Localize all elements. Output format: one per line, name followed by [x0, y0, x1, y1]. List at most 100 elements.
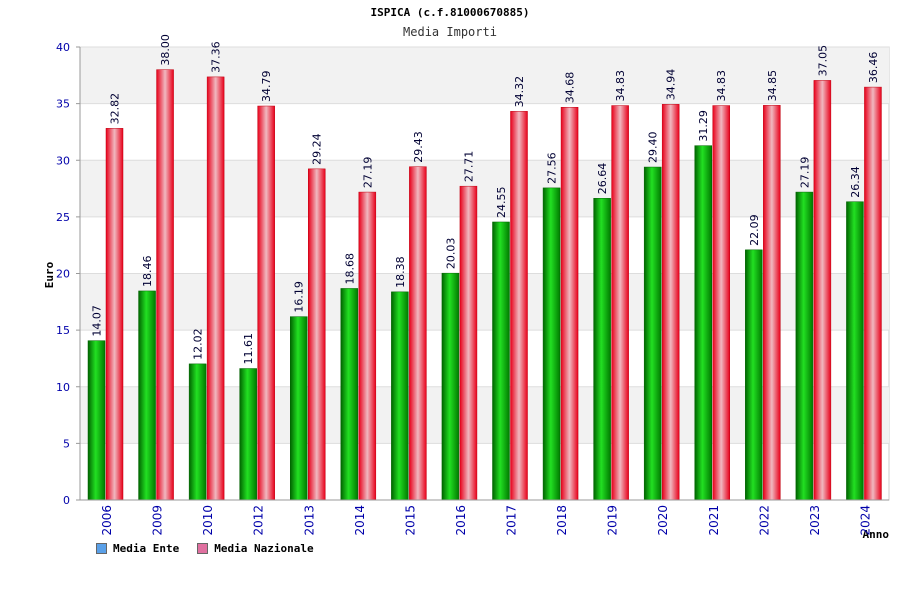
y-axis-label: Euro — [43, 261, 56, 288]
bar-media-nazionale — [661, 104, 680, 501]
legend-swatch-media-nazionale — [197, 543, 209, 554]
data-label: 27.71 — [462, 151, 475, 183]
bar-media-nazionale — [257, 105, 275, 501]
data-label: 11.61 — [242, 333, 255, 365]
data-label: 37.36 — [210, 41, 223, 73]
x-tick-label: 2016 — [454, 505, 468, 536]
data-label: 32.82 — [109, 93, 122, 125]
x-tick-label: 2021 — [707, 505, 721, 536]
bar-media-ente — [745, 249, 763, 501]
data-label: 18.68 — [343, 253, 356, 285]
data-label: 38.00 — [159, 34, 172, 66]
bars-group — [87, 69, 882, 501]
bar-media-nazionale — [409, 166, 427, 501]
bar-media-nazionale — [308, 168, 326, 501]
bar-media-ente — [188, 363, 207, 501]
data-label: 27.56 — [546, 152, 559, 184]
bar-media-ente — [138, 290, 156, 501]
data-label: 31.29 — [697, 110, 710, 142]
y-tick-label: 40 — [56, 41, 70, 54]
bar-media-nazionale — [813, 80, 832, 501]
data-label: 22.09 — [748, 214, 761, 246]
x-tick-label: 2013 — [302, 505, 316, 536]
y-tick-label: 35 — [56, 98, 70, 111]
legend-label-media-ente: Media Ente — [113, 542, 180, 555]
bar-media-nazionale — [105, 128, 124, 501]
bar-media-ente — [846, 201, 864, 501]
data-label: 14.07 — [91, 305, 104, 337]
data-label: 34.79 — [260, 71, 273, 103]
data-label: 34.32 — [513, 76, 526, 108]
y-tick-label: 30 — [56, 154, 70, 167]
bar-media-nazionale — [712, 105, 730, 501]
bar-media-ente — [492, 221, 510, 501]
data-label: 29.43 — [412, 131, 425, 163]
bar-media-ente — [643, 166, 662, 501]
bar-media-ente — [542, 187, 561, 501]
x-tick-label: 2014 — [353, 505, 367, 536]
data-label: 27.19 — [798, 157, 811, 189]
y-tick-label: 20 — [56, 268, 70, 281]
data-label: 34.94 — [665, 69, 678, 101]
bar-media-ente — [694, 145, 712, 501]
y-tick-label: 25 — [56, 211, 70, 224]
legend-swatch-media-ente — [96, 543, 107, 554]
x-tick-label: 2017 — [505, 505, 519, 536]
data-label: 34.83 — [715, 70, 728, 102]
bar-media-nazionale — [510, 111, 528, 501]
x-tick-label: 2009 — [151, 505, 165, 536]
x-tick-label: 2019 — [606, 505, 620, 536]
x-tick-label: 2018 — [555, 505, 569, 536]
data-label: 34.68 — [564, 72, 577, 104]
bar-media-ente — [593, 198, 611, 501]
data-label: 37.05 — [816, 45, 829, 77]
chart-subtitle: Media Importi — [403, 25, 497, 39]
data-label: 36.46 — [867, 52, 880, 84]
bar-media-nazionale — [156, 69, 174, 501]
data-label: 27.19 — [361, 157, 374, 189]
data-label: 29.24 — [311, 133, 324, 165]
x-tick-label: 2010 — [201, 505, 215, 536]
x-tick-label: 2012 — [252, 505, 266, 536]
bar-media-nazionale — [864, 86, 882, 501]
bar-media-nazionale — [611, 105, 629, 501]
data-label: 34.85 — [766, 70, 779, 102]
legend-item-media-nazionale: Media Nazionale — [197, 542, 314, 555]
y-tick-label: 5 — [63, 437, 70, 450]
y-tick-label: 10 — [56, 381, 70, 394]
data-label: 12.02 — [192, 328, 205, 360]
bar-media-ente — [795, 191, 814, 501]
bar-media-ente — [441, 272, 460, 501]
axes-group: 0 5 10 15 20 25 30 35 40 Euro Anno 2006 2009 2010 2012… — [43, 41, 889, 541]
y-tick-label: 15 — [56, 324, 70, 337]
data-label: 29.40 — [647, 132, 660, 164]
legend-label-media-nazionale: Media Nazionale — [214, 542, 314, 555]
data-label: 26.34 — [849, 166, 862, 198]
x-tick-label: 2024 — [858, 505, 872, 536]
bar-media-ente — [290, 316, 308, 501]
bar-media-nazionale — [763, 105, 781, 501]
chart-title: ISPICA (c.f.81000670885) — [370, 6, 530, 19]
data-label: 18.46 — [141, 255, 154, 287]
legend: Media Ente Media Nazionale — [96, 542, 314, 555]
bar-media-nazionale — [206, 76, 225, 501]
bar-media-nazionale — [358, 191, 377, 501]
labels-group: 14.07 32.82 18.46 38.00 12.02 37.36 11.61 34.79… — [91, 34, 880, 364]
x-tick-label: 2022 — [757, 505, 771, 536]
bar-media-ente — [239, 368, 257, 501]
data-label: 18.38 — [394, 256, 407, 288]
legend-item-media-ente: Media Ente — [96, 542, 179, 555]
x-tick-label: 2023 — [808, 505, 822, 536]
bar-media-ente — [340, 288, 359, 501]
bar-media-nazionale — [560, 106, 579, 501]
data-label: 26.64 — [596, 163, 609, 195]
bar-media-nazionale — [459, 185, 478, 501]
x-tick-label: 2015 — [403, 505, 417, 536]
x-tick-label: 2020 — [656, 505, 670, 536]
bar-media-ente — [87, 340, 106, 501]
data-label: 20.03 — [444, 238, 457, 270]
x-tick-label: 2006 — [100, 505, 114, 536]
data-label: 24.55 — [495, 186, 508, 218]
x-axis-label: Anno — [863, 528, 890, 541]
bar-media-ente — [391, 291, 409, 501]
